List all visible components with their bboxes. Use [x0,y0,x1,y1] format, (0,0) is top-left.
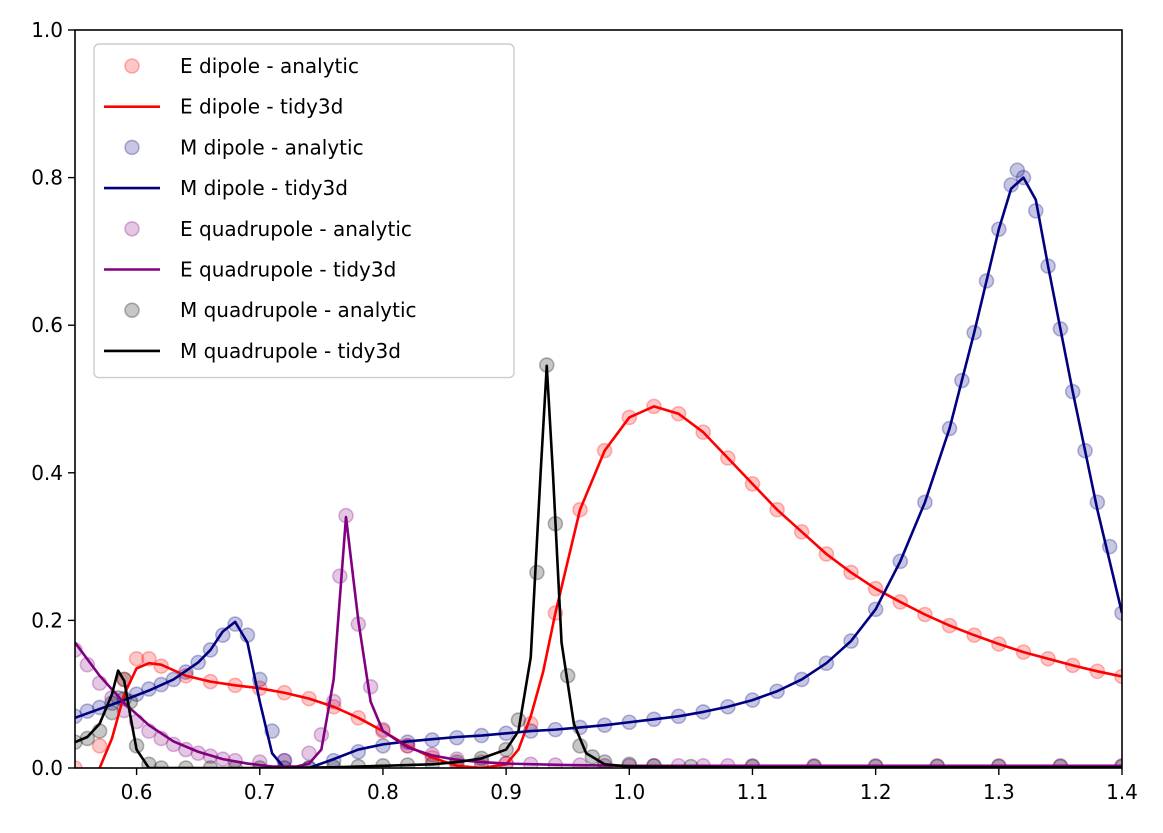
legend-label: M dipole - analytic [180,135,364,159]
legend-marker [124,221,140,237]
axes: 0.6 0.7 0.8 0.9 1.0 1.1 1.2 1.3 1.4 0.0 0.2 0.4 0.6 0… [31,18,1138,804]
x-tick-label: 1.2 [860,780,892,804]
data-point [529,564,545,581]
legend-item: E dipole - analytic [124,54,359,78]
data-point [153,658,170,674]
legend-item: M dipole - tidy3d [104,176,348,200]
series-line-e-quadrupole-tidy3d [75,515,1122,768]
x-tick-label: 1.0 [613,780,645,804]
legend-label: E quadrupole - analytic [180,217,412,241]
y-tick-label: 0.2 [31,608,63,632]
y-tick-label: 0.8 [31,166,63,190]
data-point [153,760,170,768]
legend-item: M quadrupole - analytic [124,298,417,322]
series-line-m-quadrupole-tidy3d [75,364,1122,768]
legend: E dipole - analytic E dipole - tidy3d M di… [93,43,515,379]
legend-label: M quadrupole - tidy3d [180,339,401,363]
data-point [141,756,157,768]
legend-label: M dipole - tidy3d [180,176,348,200]
legend-item: E quadrupole - analytic [124,217,412,241]
legend-label: E dipole - tidy3d [180,95,343,119]
legend-label: E quadrupole - tidy3d [180,258,396,282]
data-point [362,679,379,695]
x-tick-label: 1.3 [983,780,1015,804]
legend-item: M quadrupole - tidy3d [104,339,401,363]
data-point [91,738,108,754]
data-point [75,760,83,768]
data-point [1009,162,1026,179]
legend-marker [124,58,140,74]
y-tick-label: 0.0 [31,756,63,780]
series-line-e-dipole-tidy3d [98,405,1122,768]
x-tick-label: 0.7 [244,780,276,804]
legend-item: M dipole - analytic [124,135,364,159]
data-point [301,745,317,762]
data-point [141,650,157,667]
series-line-m-dipole-tidy3d [75,176,1122,768]
data-point [332,568,348,584]
legend-label: E dipole - analytic [180,54,359,78]
legend-item: E quadrupole - tidy3d [104,258,396,282]
data-point [178,760,194,768]
data-point [128,650,145,667]
x-tick-label: 1.1 [737,780,769,804]
plot-frame [74,29,1123,769]
y-tick-label: 0.6 [31,313,63,337]
x-tick-label: 0.9 [490,780,522,804]
legend-marker [124,302,140,319]
x-tick-label: 0.8 [367,780,399,804]
legend-box [93,43,515,379]
legend-item: E dipole - tidy3d [104,95,343,119]
data-point [91,675,108,691]
legend-label: M quadrupole - analytic [180,298,417,322]
data-point [91,723,108,739]
y-tick-label: 1.0 [31,18,63,42]
plot-area [75,162,1122,768]
legend-marker [124,139,140,156]
data-point [202,760,219,768]
data-point [313,726,330,743]
y-tick-label: 0.4 [31,461,63,485]
x-tick-label: 0.6 [121,780,153,804]
x-tick-label: 1.4 [1106,780,1138,804]
